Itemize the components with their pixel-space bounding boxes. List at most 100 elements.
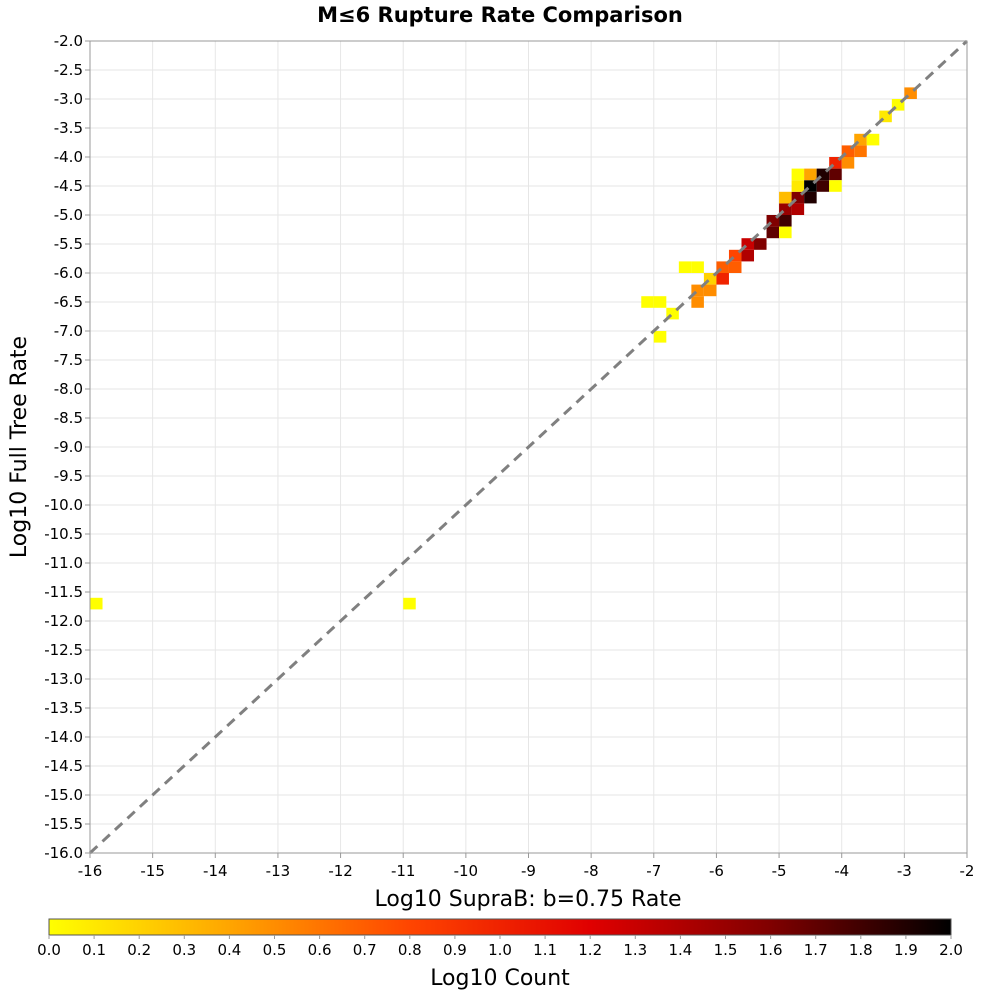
y-tick-label: -13.0 xyxy=(44,670,83,688)
heatmap-cell xyxy=(728,249,742,262)
grid-lines xyxy=(89,40,968,854)
y-tick-label: -10.0 xyxy=(44,496,83,514)
heatmap-cell xyxy=(766,226,780,239)
heatmap-cell xyxy=(791,203,805,215)
heatmap-cell xyxy=(641,296,654,308)
heatmap-cell xyxy=(678,261,692,273)
x-tick-label: -4 xyxy=(834,862,849,880)
colorbar-tick-label: 1.6 xyxy=(759,941,783,959)
colorbar-axis: 0.0 0.1 0.2 0.3 0.4 0.5 0.6 0.7 0.8 0.9 1.0 1.1 1.2 1… xyxy=(37,935,963,959)
x-axis: -16 -15 -14 -13 -12 -11 -10 -9 -8 -7 -6 -5 -4 -3 -2 xyxy=(78,853,975,880)
heatmap-cell xyxy=(779,215,792,227)
y-tick-label: -13.5 xyxy=(44,699,83,717)
heatmap-cell xyxy=(766,215,780,227)
y-tick-label: -4.5 xyxy=(54,177,83,195)
heatmap-cell xyxy=(728,261,742,273)
y-tick-label: -5.5 xyxy=(54,235,83,253)
colorbar-label: Log10 Count xyxy=(430,966,570,991)
y-tick-label: -12.0 xyxy=(44,612,83,630)
colorbar-tick-label: 1.7 xyxy=(804,941,828,959)
colorbar-tick-label: 1.0 xyxy=(488,941,512,959)
colorbar-tick-label: 2.0 xyxy=(939,941,963,959)
colorbar-tick-label: 1.2 xyxy=(578,941,602,959)
heatmap-cell xyxy=(403,597,416,610)
y-tick-label: -14.0 xyxy=(44,728,83,746)
y-tick-label: -9.0 xyxy=(54,438,83,456)
heatmap-cell xyxy=(904,87,917,99)
y-tick-label: -5.0 xyxy=(54,206,83,224)
x-tick-label: -8 xyxy=(584,862,599,880)
y-tick-label: -11.0 xyxy=(44,554,83,572)
x-tick-label: -13 xyxy=(266,862,291,880)
colorbar-tick-label: 0.2 xyxy=(127,941,151,959)
y-tick-label: -16.0 xyxy=(44,844,83,862)
x-tick-label: -15 xyxy=(140,862,165,880)
y-tick-label: -3.0 xyxy=(54,90,83,108)
heatmap-cell xyxy=(854,133,867,146)
chart-title: M≤6 Rupture Rate Comparison xyxy=(317,3,683,27)
heatmap-cell xyxy=(829,180,842,192)
heatmap-cell xyxy=(666,307,679,320)
heatmap-cell xyxy=(804,168,817,181)
heatmap-cell xyxy=(716,261,729,273)
y-tick-label: -6.5 xyxy=(54,293,83,311)
y-tick-label: -10.5 xyxy=(44,525,83,543)
colorbar xyxy=(48,918,952,936)
heatmap-cell xyxy=(804,180,817,192)
colorbar-tick-label: 0.1 xyxy=(82,941,106,959)
y-tick-label: -9.5 xyxy=(54,467,83,485)
y-tick-label: -15.0 xyxy=(44,786,83,804)
x-tick-label: -10 xyxy=(454,862,479,880)
x-tick-label: -11 xyxy=(391,862,416,880)
y-tick-label: -8.0 xyxy=(54,380,83,398)
heatmap-cell xyxy=(90,597,103,610)
x-tick-label: -12 xyxy=(328,862,353,880)
colorbar-tick-label: 0.4 xyxy=(217,941,241,959)
y-tick-label: -11.5 xyxy=(44,583,83,601)
heatmap-cells xyxy=(90,87,917,610)
colorbar-tick-label: 0.7 xyxy=(353,941,377,959)
y-tick-label: -2.5 xyxy=(54,61,83,79)
heatmap-cell xyxy=(653,296,667,308)
x-tick-label: -6 xyxy=(709,862,724,880)
heatmap-cell xyxy=(791,168,805,181)
heatmap-cell xyxy=(653,331,667,343)
heatmap-cell xyxy=(741,238,755,250)
colorbar-tick-label: 1.1 xyxy=(533,941,557,959)
heatmap-cell xyxy=(779,226,792,239)
y-tick-label: -7.0 xyxy=(54,322,83,340)
x-tick-label: -16 xyxy=(78,862,103,880)
y-tick-label: -4.0 xyxy=(54,148,83,166)
heatmap-cell xyxy=(754,238,767,250)
heatmap-cell xyxy=(829,157,842,169)
y-tick-label: -3.5 xyxy=(54,119,83,137)
heatmap-cell xyxy=(703,284,717,297)
x-tick-label: -9 xyxy=(521,862,536,880)
colorbar-tick-label: 0.6 xyxy=(308,941,332,959)
heatmap-cell xyxy=(791,180,805,192)
heatmap-cell xyxy=(791,191,805,204)
x-tick-label: -2 xyxy=(960,862,975,880)
colorbar-tick-label: 0.3 xyxy=(172,941,196,959)
heatmap-cell xyxy=(854,145,867,157)
y-axis: -2.0 -2.5 -3.0 -3.5 -4.0 -4.5 -5.0 -5.5 -6.0 -6.5… xyxy=(44,32,90,862)
y-tick-label: -8.5 xyxy=(54,409,83,427)
heatmap-cell xyxy=(703,273,717,285)
x-tick-label: -3 xyxy=(897,862,912,880)
heatmap-cell xyxy=(691,261,704,273)
heatmap-cell xyxy=(691,284,704,297)
heatmap-cell xyxy=(841,157,855,169)
heatmap-cell xyxy=(866,133,880,146)
colorbar-tick-label: 0.5 xyxy=(263,941,287,959)
heatmap-cell xyxy=(879,110,892,123)
heatmap-cell xyxy=(779,203,792,215)
heatmap-cell xyxy=(891,99,905,111)
colorbar-tick-label: 1.3 xyxy=(623,941,647,959)
y-tick-label: -14.5 xyxy=(44,757,83,775)
x-axis-label: Log10 SupraB: b=0.75 Rate xyxy=(374,887,681,912)
heatmap-cell xyxy=(841,145,855,157)
heatmap-cell xyxy=(816,168,830,181)
x-tick-label: -5 xyxy=(772,862,787,880)
heatmap-cell xyxy=(716,273,729,285)
